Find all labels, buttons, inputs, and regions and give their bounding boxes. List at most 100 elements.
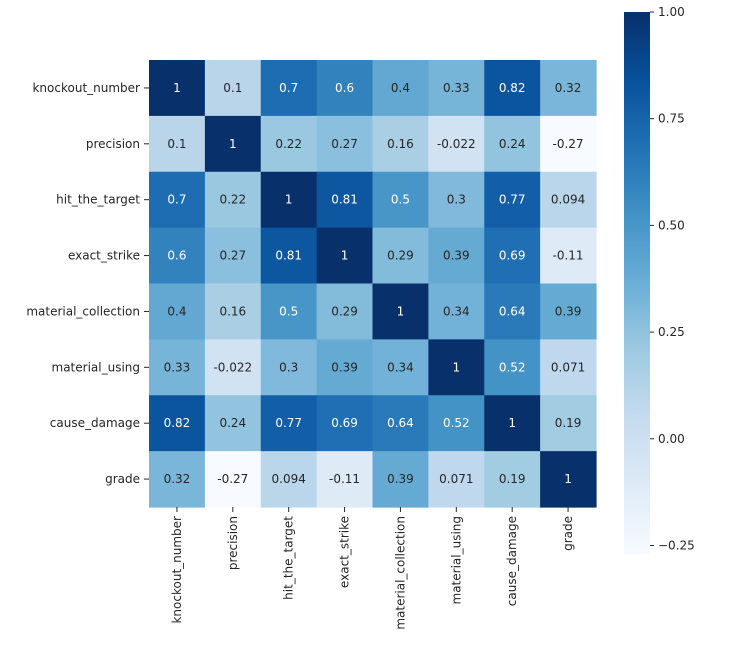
column-label: material_collection — [393, 516, 407, 630]
row-label: grade — [105, 472, 140, 486]
heatmap-cell — [372, 395, 429, 452]
cell-value-label: 0.77 — [499, 193, 526, 207]
heatmap-cell — [149, 60, 206, 117]
row-label: material_collection — [26, 304, 140, 318]
heatmap-cell — [428, 451, 485, 508]
cell-value-label: 0.5 — [391, 193, 410, 207]
cell-value-label: 0.39 — [555, 304, 582, 318]
heatmap-cell — [260, 115, 318, 173]
heatmap-cell — [149, 395, 206, 452]
heatmap-cell — [428, 395, 485, 452]
heatmap-cell — [260, 283, 318, 340]
column-labels: knockout_number precision hit_the_target ex… — [170, 507, 575, 630]
heatmap-cell — [260, 395, 318, 452]
cell-value-label: 0.32 — [555, 81, 582, 95]
heatmap-cell — [316, 171, 374, 229]
heatmap-cell — [372, 227, 429, 285]
heatmap-cell — [428, 171, 485, 229]
cell-value-label: 0.3 — [447, 193, 466, 207]
cell-value-label: 1 — [229, 137, 237, 151]
heatmap-cell — [540, 339, 597, 396]
heatmap-cell — [204, 395, 262, 452]
heatmap-cell — [316, 60, 374, 117]
cell-value-label: 0.24 — [219, 416, 246, 430]
row-labels: knockout_number precision hit_the_targetex… — [26, 81, 149, 486]
cell-value-label: 0.69 — [331, 416, 358, 430]
row-label: precision — [86, 137, 140, 151]
heatmap-cell — [540, 60, 597, 117]
heatmap-cell — [484, 115, 541, 173]
heatmap-cell — [204, 283, 262, 340]
heatmap-cell — [540, 227, 597, 285]
colorbar-tick-label: 0.75 — [658, 112, 685, 126]
row-label: hit_the_target — [56, 193, 140, 207]
heatmap-cell — [484, 60, 541, 117]
cell-value-label: 0.3 — [279, 360, 298, 374]
heatmap-cell — [204, 171, 262, 229]
heatmap-cell — [428, 339, 485, 396]
cell-value-label: 0.24 — [499, 137, 526, 151]
heatmap-cell — [316, 283, 374, 340]
cell-value-label: 0.071 — [439, 472, 473, 486]
heatmap-cell — [260, 451, 318, 508]
heatmap-cell — [149, 451, 206, 508]
column-label: material_using — [449, 516, 463, 605]
cell-value-label: 0.34 — [387, 360, 414, 374]
heatmap-cells: 1 0.1 0.7 0.6 0.4 0.33 0.82 0.32 0.1 1 0.22 0.27 0.1… — [149, 60, 597, 508]
heatmap-cell — [484, 395, 541, 452]
cell-value-label: 1 — [285, 193, 293, 207]
cell-value-label: 1 — [397, 304, 405, 318]
heatmap-cell — [372, 60, 429, 117]
cell-value-label: -0.022 — [213, 360, 252, 374]
heatmap-cell — [484, 339, 541, 396]
cell-value-label: 0.22 — [219, 193, 246, 207]
column-label: precision — [226, 516, 240, 570]
cell-value-label: -0.11 — [553, 249, 584, 263]
cell-value-label: 0.77 — [275, 416, 302, 430]
heatmap-cell — [204, 115, 262, 173]
heatmap-cell — [204, 339, 262, 396]
heatmap-cell — [484, 283, 541, 340]
cell-value-label: 1 — [508, 416, 516, 430]
heatmap-cell — [204, 227, 262, 285]
heatmap-cell — [540, 283, 597, 340]
cell-value-label: 0.81 — [275, 249, 302, 263]
cell-value-label: 1 — [564, 472, 572, 486]
cell-value-label: 0.4 — [391, 81, 410, 95]
heatmap-cell — [540, 115, 597, 173]
heatmap-cell — [204, 451, 262, 508]
heatmap-cell — [316, 339, 374, 396]
cell-value-label: 1 — [173, 81, 181, 95]
cell-value-label: 0.69 — [499, 249, 526, 263]
heatmap-cell — [428, 283, 485, 340]
cell-value-label: 1 — [452, 360, 460, 374]
cell-value-label: 0.27 — [219, 249, 246, 263]
row-label: knockout_number — [32, 81, 140, 95]
heatmap-cell — [260, 339, 318, 396]
heatmap-cell — [372, 171, 429, 229]
heatmap-cell — [260, 60, 318, 117]
colorbar-gradient — [624, 12, 650, 554]
cell-value-label: 0.52 — [499, 360, 526, 374]
row-label: exact_strike — [68, 249, 140, 263]
heatmap-cell — [149, 171, 206, 229]
cell-value-label: 0.6 — [335, 81, 354, 95]
heatmap-cell — [260, 227, 318, 285]
colorbar-tick-label: 1.00 — [658, 5, 685, 19]
cell-value-label: 0.39 — [443, 249, 470, 263]
colorbar-tick-label: 0.50 — [658, 218, 685, 232]
column-label: grade — [561, 516, 575, 551]
cell-value-label: 0.094 — [551, 193, 585, 207]
cell-value-label: 0.5 — [279, 304, 298, 318]
heatmap-cell — [149, 115, 206, 173]
cell-value-label: -0.27 — [553, 137, 584, 151]
colorbar-tick-label: 0.00 — [658, 432, 685, 446]
cell-value-label: 0.39 — [387, 472, 414, 486]
colorbar: −0.25 0.00 0.25 0.50 0.75 1.00 — [624, 5, 695, 554]
heatmap-cell — [540, 451, 597, 508]
cell-value-label: 0.7 — [167, 193, 186, 207]
column-label: knockout_number — [170, 516, 184, 624]
cell-value-label: 0.82 — [499, 81, 526, 95]
row-label: material_using — [52, 360, 141, 374]
cell-value-label: 0.33 — [443, 81, 470, 95]
